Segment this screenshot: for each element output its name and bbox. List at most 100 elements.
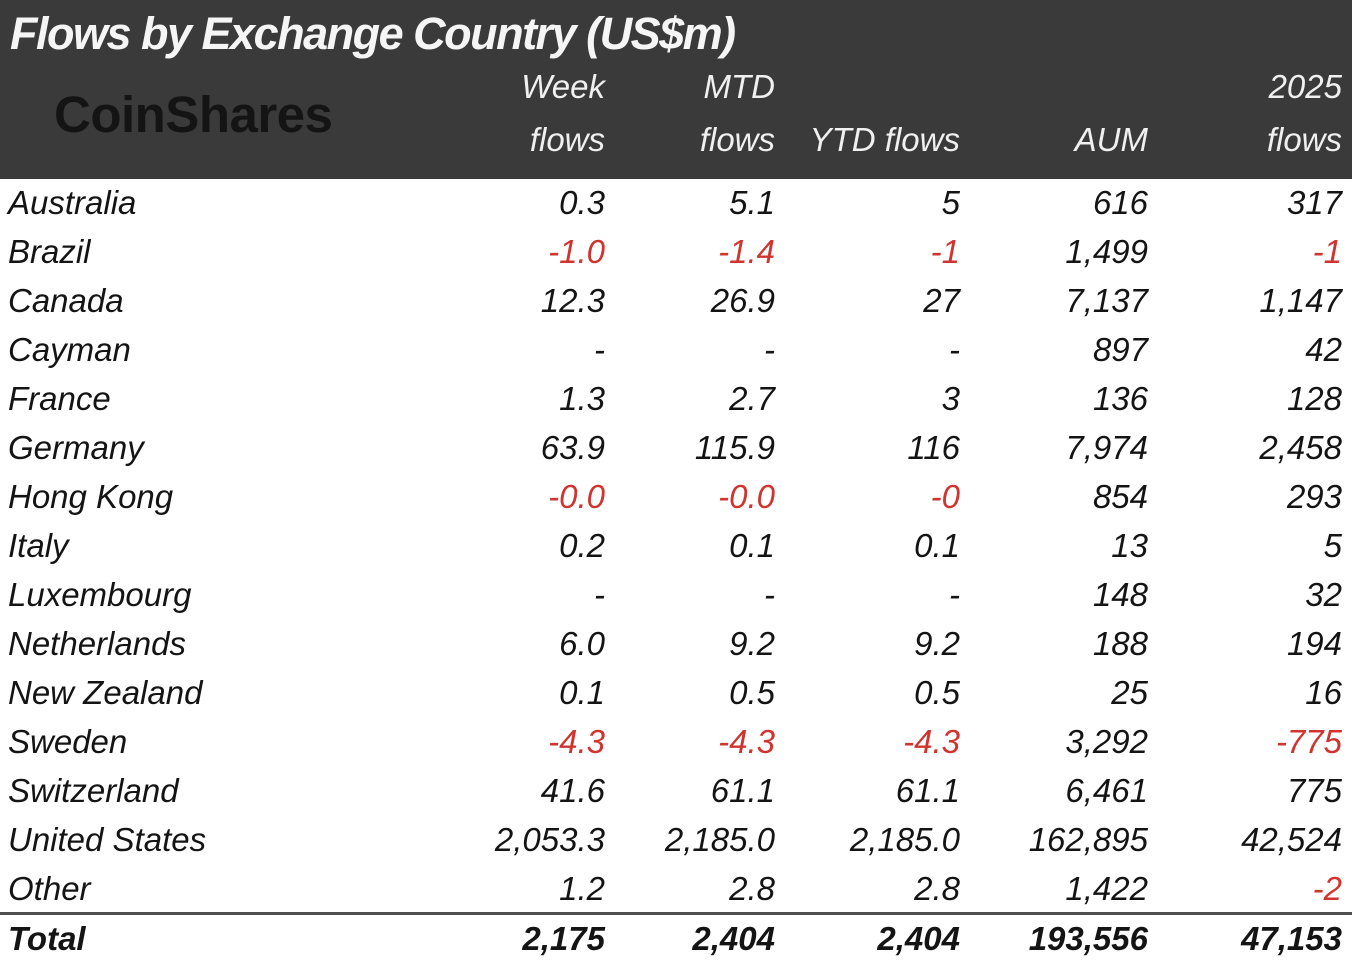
cell-2025-flows: 2,458	[1259, 429, 1342, 467]
cell-week-flows: 2,053.3	[494, 821, 605, 859]
cell-ytd-flows: 116	[907, 429, 960, 467]
table-row: Netherlands 6.0 9.2 9.2 188 194	[0, 620, 1352, 669]
cell-2025-flows: 194	[1286, 625, 1342, 663]
cell-aum: 25	[1111, 674, 1148, 712]
cell-mtd-flows: -1.4	[718, 233, 775, 271]
cell-country: Sweden	[8, 723, 128, 761]
table-row: Canada 12.3 26.9 27 7,137 1,147	[0, 277, 1352, 326]
cell-ytd-flows: 5	[941, 184, 960, 222]
cell-mtd-flows: 2.8	[729, 869, 775, 907]
table-row: Other 1.2 2.8 2.8 1,422 -2	[0, 865, 1352, 914]
cell-aum: 188	[1092, 625, 1148, 663]
cell-2025-flows: 42,524	[1241, 821, 1342, 859]
cell-mtd-flows: -0.0	[718, 478, 775, 516]
cell-ytd-flows: -	[949, 576, 960, 614]
cell-week-flows: 1.2	[559, 869, 605, 907]
cell-mtd-flows: -	[764, 576, 775, 614]
cell-week-flows: -	[594, 576, 605, 614]
table-row: France 1.3 2.7 3 136 128	[0, 375, 1352, 424]
cell-ytd-flows: 2,185.0	[849, 821, 960, 859]
cell-2025-flows: 293	[1286, 478, 1342, 516]
cell-2025-flows: -1	[1312, 233, 1342, 271]
cell-2025-flows: 317	[1286, 184, 1342, 222]
cell-week-flows: 12.3	[540, 282, 605, 320]
cell-aum: 7,137	[1065, 282, 1148, 320]
table-row: Australia 0.3 5.1 5 616 317	[0, 179, 1352, 228]
cell-aum: 6,461	[1065, 772, 1148, 810]
total-row: Total 2,175 2,404 2,404 193,556 47,153	[0, 912, 1352, 963]
cell-mtd-flows: 115.9	[694, 429, 775, 467]
cell-total-mtd-flows: 2,404	[615, 912, 785, 963]
cell-total-label: Total	[0, 912, 420, 963]
cell-week-flows: 41.6	[540, 772, 605, 810]
cell-2025-flows: 775	[1286, 772, 1342, 810]
table-row: Brazil -1.0 -1.4 -1 1,499 -1	[0, 228, 1352, 277]
cell-total-week-flows: 2,175	[420, 912, 615, 963]
cell-mtd-flows: 0.5	[729, 674, 775, 712]
cell-mtd-flows: -	[764, 331, 775, 369]
cell-country: Luxembourg	[8, 576, 192, 614]
cell-2025-flows: 5	[1323, 527, 1342, 565]
cell-aum: 162,895	[1028, 821, 1148, 859]
table-row: Luxembourg - - - 148 32	[0, 571, 1352, 620]
cell-country: New Zealand	[8, 674, 203, 712]
coinshares-wordmark: CoinShares	[54, 85, 333, 143]
cell-aum: 854	[1092, 478, 1148, 516]
cell-mtd-flows: 2.7	[729, 380, 775, 418]
cell-week-flows: 6.0	[559, 625, 605, 663]
table-row: Sweden -4.3 -4.3 -4.3 3,292 -775	[0, 718, 1352, 767]
cell-country: Other	[8, 869, 91, 907]
cell-week-flows: -	[594, 331, 605, 369]
table-row: United States 2,053.3 2,185.0 2,185.0 16…	[0, 816, 1352, 865]
cell-ytd-flows: 61.1	[895, 772, 960, 810]
cell-week-flows: -0.0	[548, 478, 605, 516]
table-header: Flows by Exchange Country (US$m) CoinSha…	[0, 0, 1352, 179]
cell-ytd-flows: 0.1	[914, 527, 960, 565]
cell-aum: 897	[1092, 331, 1148, 369]
cell-country: Hong Kong	[8, 478, 174, 516]
cell-ytd-flows: -0	[930, 478, 960, 516]
table-row: New Zealand 0.1 0.5 0.5 25 16	[0, 669, 1352, 718]
cell-mtd-flows: 0.1	[729, 527, 775, 565]
column-header-week-flows: Week flows	[420, 60, 615, 179]
cell-total-aum: 193,556	[970, 912, 1158, 963]
cell-total-2025-flows: 47,153	[1158, 912, 1352, 963]
cell-ytd-flows: 2.8	[914, 869, 960, 907]
cell-country: United States	[8, 821, 207, 859]
brand-logo: CoinShares	[0, 60, 420, 179]
column-header-2025-flows: 2025 flows	[1158, 60, 1352, 179]
cell-week-flows: -1.0	[548, 233, 605, 271]
table-row: Hong Kong -0.0 -0.0 -0 854 293	[0, 473, 1352, 522]
cell-aum: 7,974	[1065, 429, 1148, 467]
cell-aum: 3,292	[1065, 723, 1148, 761]
cell-mtd-flows: 9.2	[729, 625, 775, 663]
cell-2025-flows: 16	[1305, 674, 1342, 712]
cell-mtd-flows: 26.9	[710, 282, 775, 320]
cell-country: Switzerland	[8, 772, 179, 810]
cell-country: Cayman	[8, 331, 131, 369]
cell-ytd-flows: 9.2	[914, 625, 960, 663]
cell-aum: 1,499	[1065, 233, 1148, 271]
cell-aum: 136	[1092, 380, 1148, 418]
cell-mtd-flows: 61.1	[710, 772, 775, 810]
cell-country: Brazil	[8, 233, 91, 271]
table-row: Italy 0.2 0.1 0.1 13 5	[0, 522, 1352, 571]
cell-2025-flows: 42	[1305, 331, 1342, 369]
cell-aum: 1,422	[1065, 869, 1148, 907]
cell-mtd-flows: 2,185.0	[664, 821, 775, 859]
table-row: Cayman - - - 897 42	[0, 326, 1352, 375]
cell-country: Canada	[8, 282, 124, 320]
cell-aum: 616	[1092, 184, 1148, 222]
cell-week-flows: -4.3	[548, 723, 605, 761]
cell-2025-flows: 1,147	[1259, 282, 1342, 320]
cell-aum: 148	[1092, 576, 1148, 614]
cell-ytd-flows: 3	[941, 380, 960, 418]
cell-country: Australia	[8, 184, 137, 222]
table-body: Australia 0.3 5.1 5 616 317 Brazil -1.0 …	[0, 179, 1352, 963]
cell-ytd-flows: -	[949, 331, 960, 369]
cell-2025-flows: -775	[1275, 723, 1342, 761]
column-header-ytd-flows: YTD flows	[785, 60, 970, 179]
cell-country: Netherlands	[8, 625, 186, 663]
cell-total-ytd-flows: 2,404	[785, 912, 970, 963]
